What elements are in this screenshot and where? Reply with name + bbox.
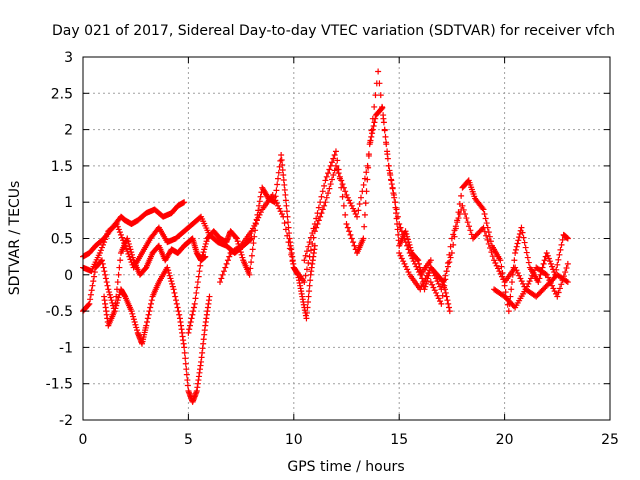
y-tick-label: -1 [59,340,73,356]
y-axis-ticks: -2 -1.5 -1 -0.5 0 0.5 1 1.5 2 2.5 3 [46,50,610,429]
y-tick-label: 2 [64,123,73,139]
y-tick-label: -2 [59,413,73,429]
plot-frame [82,56,611,421]
x-tick-label: 25 [601,432,619,448]
x-tick-label: 5 [184,432,193,448]
series-track-e [185,152,318,336]
series-track-j [491,271,571,311]
y-tick-label: 2.5 [51,86,73,102]
x-tick-label: 15 [390,432,408,448]
y-axis-title: SDTVAR / TECUs [7,181,23,296]
y-tick-label: 0 [64,268,73,284]
y-tick-label: 1.5 [51,159,73,175]
x-axis-title: GPS time / hours [287,459,404,475]
data-point-markers [491,271,571,311]
data-point-markers [101,264,213,405]
data-point-markers [427,202,571,307]
x-axis-ticks: 0 5 10 15 20 25 [79,57,619,448]
series-track-d [101,264,213,405]
y-tick-label: 1 [64,195,73,211]
series-track-i [427,202,571,307]
data-point-markers [301,104,453,315]
grid-lines [83,57,610,420]
data-point-markers [185,152,318,336]
y-tick-label: 0.5 [51,232,73,248]
x-tick-label: 20 [496,432,514,448]
y-tick-label: -1.5 [46,377,73,393]
x-tick-label: 0 [79,432,88,448]
x-tick-label: 10 [285,432,303,448]
chart-title: Day 021 of 2017, Sidereal Day-to-day VTE… [52,23,615,39]
y-tick-label: 3 [64,50,73,66]
data-points [80,68,571,405]
y-tick-label: -0.5 [46,304,73,320]
series-track-g [301,104,453,315]
series-track-h [396,177,571,315]
data-point-markers [396,177,571,315]
